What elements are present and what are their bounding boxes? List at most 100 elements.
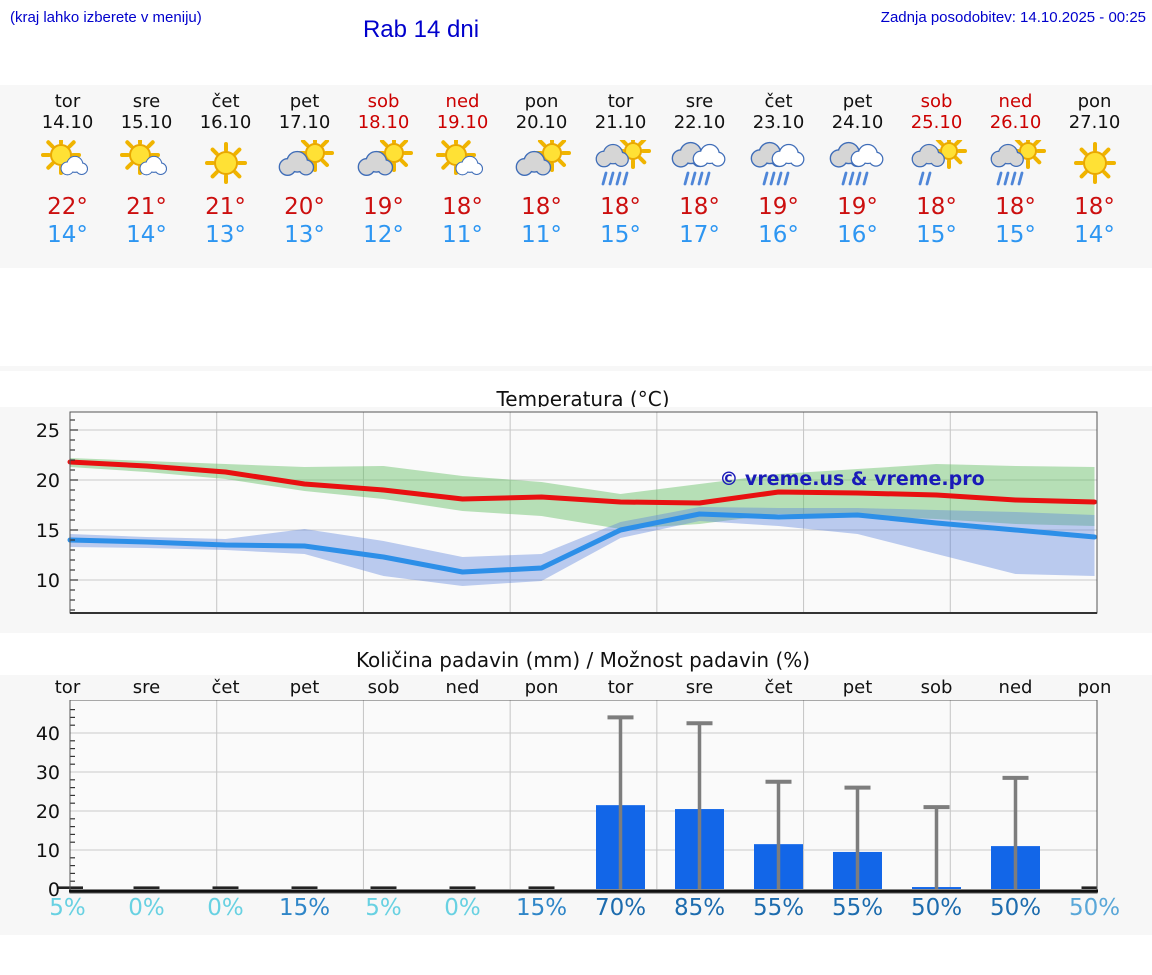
weather-icon <box>512 136 572 190</box>
day-date: 24.10 <box>831 112 884 133</box>
sun-cloud-white-icon <box>40 140 88 176</box>
high-temp: 21° <box>126 194 167 220</box>
low-temp: 17° <box>679 222 720 248</box>
precipitation-chart-area: tor sre čet pet sob ned pon tor sre čet pet sob ned p… <box>0 675 1152 935</box>
day-date: 18.10 <box>357 112 410 133</box>
precip-probability: 50% <box>989 895 1042 921</box>
precipitation-chart: 0 10 20 30 40 <box>36 699 1098 901</box>
high-temp: 19° <box>758 194 799 220</box>
low-temp: 15° <box>916 222 957 248</box>
sun-cloud-gray-icon <box>278 140 334 176</box>
precip-probability: 50% <box>910 895 963 921</box>
precip-day-label: tor <box>54 677 81 698</box>
high-temp: 18° <box>600 194 641 220</box>
day-name: čet <box>211 91 240 112</box>
day-date: 27.10 <box>1068 112 1121 133</box>
day-name: sre <box>132 91 161 112</box>
day-date: 21.10 <box>594 112 647 133</box>
precip-probability: 70% <box>594 895 647 921</box>
day-name: pet <box>842 91 873 112</box>
day-date: 23.10 <box>752 112 805 133</box>
day-name: sob <box>920 91 953 112</box>
precip-bar-trace <box>528 886 555 889</box>
low-temp: 11° <box>521 222 562 248</box>
forecast-day-column: sre 15.10 21° 14° <box>107 85 186 268</box>
precip-day-label: čet <box>211 677 240 698</box>
day-name: ned <box>998 91 1033 112</box>
forecast-day-column: tor 21.10 18° 15° <box>581 85 660 268</box>
weather-icon <box>433 136 493 190</box>
day-date: 14.10 <box>41 112 94 133</box>
precip-day-label: čet <box>764 677 793 698</box>
high-temp: 21° <box>205 194 246 220</box>
weather-icon <box>907 136 967 190</box>
precip-bar-trace <box>133 886 160 889</box>
sun-drizzle-icon <box>911 140 967 186</box>
forecast-day-column: sre 22.10 18° 17° <box>660 85 739 268</box>
weather-icon <box>196 136 256 190</box>
precip-bar-trace <box>291 886 318 889</box>
precip-day-label: ned <box>998 677 1033 698</box>
precip-day-label: pon <box>1077 677 1112 698</box>
day-name: sob <box>367 91 400 112</box>
weather-icon <box>591 136 651 190</box>
high-temp: 18° <box>521 194 562 220</box>
day-name: sre <box>685 91 714 112</box>
weather-icon <box>117 136 177 190</box>
precip-probability: 55% <box>831 895 884 921</box>
forecast-day-column: pon 20.10 18° 11° <box>502 85 581 268</box>
precip-probability: 0% <box>207 895 244 921</box>
low-temp: 12° <box>363 222 404 248</box>
precip-probability: 50% <box>1068 895 1121 921</box>
high-temp: 22° <box>47 194 88 220</box>
precip-probability: 0% <box>128 895 165 921</box>
low-temp: 13° <box>205 222 246 248</box>
precip-bar-trace <box>370 886 397 889</box>
high-temp: 19° <box>837 194 878 220</box>
sun-cloud-white-icon <box>119 140 167 176</box>
day-date: 20.10 <box>515 112 568 133</box>
forecast-columns: tor 14.10 22° 14° sre 15.10 21° 14° čet 16.10 21° 1… <box>28 85 1134 268</box>
forecast-day-column: čet 16.10 21° 13° <box>186 85 265 268</box>
day-name: pet <box>289 91 320 112</box>
low-temp: 16° <box>837 222 878 248</box>
watermark: © vreme.us & vreme.pro <box>719 468 984 490</box>
low-temp: 16° <box>758 222 799 248</box>
forecast-strip: tor 14.10 22° 14° sre 15.10 21° 14° čet 16.10 21° 1… <box>0 85 1152 268</box>
forecast-day-column: tor 14.10 22° 14° <box>28 85 107 268</box>
forecast-day-column: sob 18.10 19° 12° <box>344 85 423 268</box>
day-name: pon <box>524 91 559 112</box>
precip-bar-trace <box>449 886 476 889</box>
precipitation-probability-row: 5% 0% 0% 15% 5% 0% 15% 70% 85% 55% 55% 50% 50% 50% <box>28 895 1134 921</box>
svg-text:15: 15 <box>36 520 60 542</box>
svg-text:40: 40 <box>36 723 60 745</box>
last-update-timestamp: Zadnja posodobitev: 14.10.2025 - 00:25 <box>880 9 1146 26</box>
weather-icon <box>275 136 335 190</box>
precip-bar-trace <box>1081 886 1097 889</box>
low-temp: 15° <box>600 222 641 248</box>
weather-icon <box>670 136 730 190</box>
low-temp: 14° <box>1074 222 1115 248</box>
precip-probability: 0% <box>444 895 481 921</box>
page-title: Rab 14 dni <box>362 16 480 43</box>
svg-text:20: 20 <box>36 801 60 823</box>
precip-probability: 5% <box>365 895 402 921</box>
forecast-day-column: pet 17.10 20° 13° <box>265 85 344 268</box>
weather-icon <box>38 136 98 190</box>
day-date: 25.10 <box>910 112 963 133</box>
precip-day-label: pon <box>524 677 559 698</box>
sun-icon <box>204 142 247 184</box>
sun-cloud-white-icon <box>435 140 483 176</box>
precip-day-label: sob <box>920 677 953 698</box>
day-date: 22.10 <box>673 112 726 133</box>
day-name: ned <box>445 91 480 112</box>
precip-day-label: sre <box>132 677 161 698</box>
high-temp: 18° <box>995 194 1036 220</box>
sun-rain-icon <box>990 140 1046 186</box>
precip-day-label: sre <box>685 677 714 698</box>
low-temp: 14° <box>126 222 167 248</box>
svg-text:10: 10 <box>36 570 60 592</box>
rain-icon <box>671 141 725 186</box>
precip-probability: 5% <box>49 895 86 921</box>
svg-text:30: 30 <box>36 762 60 784</box>
